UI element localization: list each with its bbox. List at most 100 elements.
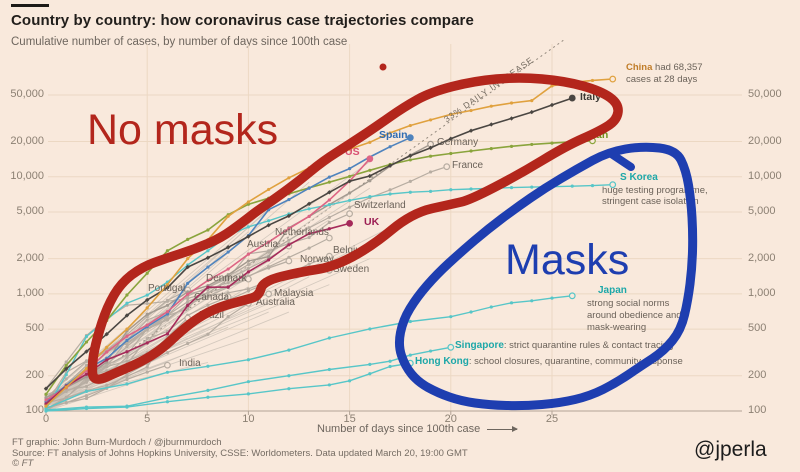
annotation-japan-text1: strong social norms [587, 298, 670, 309]
annotation-japan-text3: mask-wearing [587, 322, 647, 333]
y-tick-label-right: 500 [748, 322, 767, 335]
marker [186, 299, 190, 304]
no-masks-annotation: No masks [87, 106, 279, 154]
marker [469, 187, 473, 191]
series-endpoint-italy [568, 94, 576, 102]
marker [489, 104, 493, 108]
marker [64, 366, 69, 372]
annotation-china-text2: cases at 28 days [626, 73, 698, 85]
marker [165, 298, 170, 303]
marker [105, 358, 109, 362]
marker [125, 334, 129, 338]
marker [43, 386, 49, 391]
country-label-canada: Canada [194, 292, 230, 303]
marker [165, 351, 170, 355]
marker [125, 301, 129, 305]
country-label-spain: Spain [379, 129, 408, 141]
y-tick-label-left: 1,000 [16, 286, 44, 299]
marker [84, 375, 89, 379]
marker [428, 118, 433, 122]
country-label-sweden: Sweden [333, 264, 370, 275]
marker [105, 369, 109, 373]
marker [226, 304, 230, 308]
watermark: @jperla [694, 438, 767, 461]
marker [388, 192, 392, 196]
marker [428, 189, 433, 193]
marker [44, 392, 48, 396]
marker [267, 219, 271, 223]
marker [489, 122, 494, 127]
series-endpoint-singapore [447, 343, 455, 351]
marker [468, 128, 474, 133]
marker [408, 319, 412, 324]
x-tick-label: 5 [144, 413, 151, 425]
marker [287, 374, 291, 378]
series-endpoint-brazil [184, 314, 192, 322]
marker [84, 389, 89, 394]
marker [287, 197, 291, 202]
marker [84, 384, 89, 389]
chart-title: Country by country: how coronavirus case… [11, 12, 474, 29]
marker [84, 380, 89, 384]
marker [206, 249, 210, 253]
marker [509, 144, 514, 148]
marker [246, 380, 250, 384]
marker [570, 80, 574, 85]
marker [44, 404, 48, 408]
marker [105, 383, 109, 387]
marker [206, 388, 210, 392]
marker [186, 296, 190, 301]
x-tick-label: 0 [42, 413, 50, 425]
country-label-s-korea: S Korea [620, 172, 658, 183]
marker [165, 400, 170, 404]
series-endpoint-hong-kong [406, 359, 414, 367]
footer: FT graphic: John Burn-Murdoch / @jburnmu… [12, 437, 468, 470]
marker [530, 299, 534, 303]
y-tick-label-left: 10,000 [10, 169, 44, 182]
marker [246, 259, 250, 263]
marker [307, 186, 311, 190]
marker [267, 196, 271, 200]
country-label-china: China [626, 62, 653, 73]
marker [125, 327, 129, 331]
marker [145, 312, 149, 316]
country-label-germany: Germany [437, 137, 479, 148]
y-tick-label-right: 50,000 [748, 87, 782, 100]
footer-source: Source: FT analysis of Johns Hopkins Uni… [12, 447, 468, 459]
marker [165, 332, 170, 336]
marker [105, 350, 109, 354]
marker [368, 168, 372, 172]
marker [206, 285, 210, 289]
country-label-norway: Norway [300, 254, 334, 265]
marker [368, 195, 372, 199]
marker [327, 175, 331, 179]
marker [489, 147, 493, 151]
marker [186, 303, 190, 307]
y-tick-label-right: 20,000 [748, 134, 782, 147]
marker [469, 310, 473, 314]
annotation-hong-kong: Hong Kong: school closures, quarantine, … [415, 356, 683, 367]
masks-annotation: Masks [505, 236, 630, 284]
marker [125, 377, 129, 382]
marker [590, 78, 595, 83]
marker [125, 382, 129, 386]
marker [570, 184, 574, 188]
marker [84, 359, 89, 364]
marker [145, 318, 149, 322]
marker [529, 109, 534, 115]
country-label-austria: Austria [247, 239, 279, 250]
marker [105, 363, 109, 367]
annotation-china: China had 68,357 cases at 28 days [626, 62, 703, 85]
marker [186, 341, 190, 346]
marker [428, 170, 433, 174]
marker [105, 374, 109, 378]
marker [246, 358, 250, 362]
marker [84, 406, 89, 411]
marker [550, 84, 554, 88]
marker [186, 321, 190, 325]
series-endpoint-uk [346, 219, 354, 227]
country-label-hong-kong: Hong Kong [415, 356, 469, 367]
marker [125, 350, 129, 354]
marker [469, 149, 473, 153]
marker [307, 246, 311, 250]
